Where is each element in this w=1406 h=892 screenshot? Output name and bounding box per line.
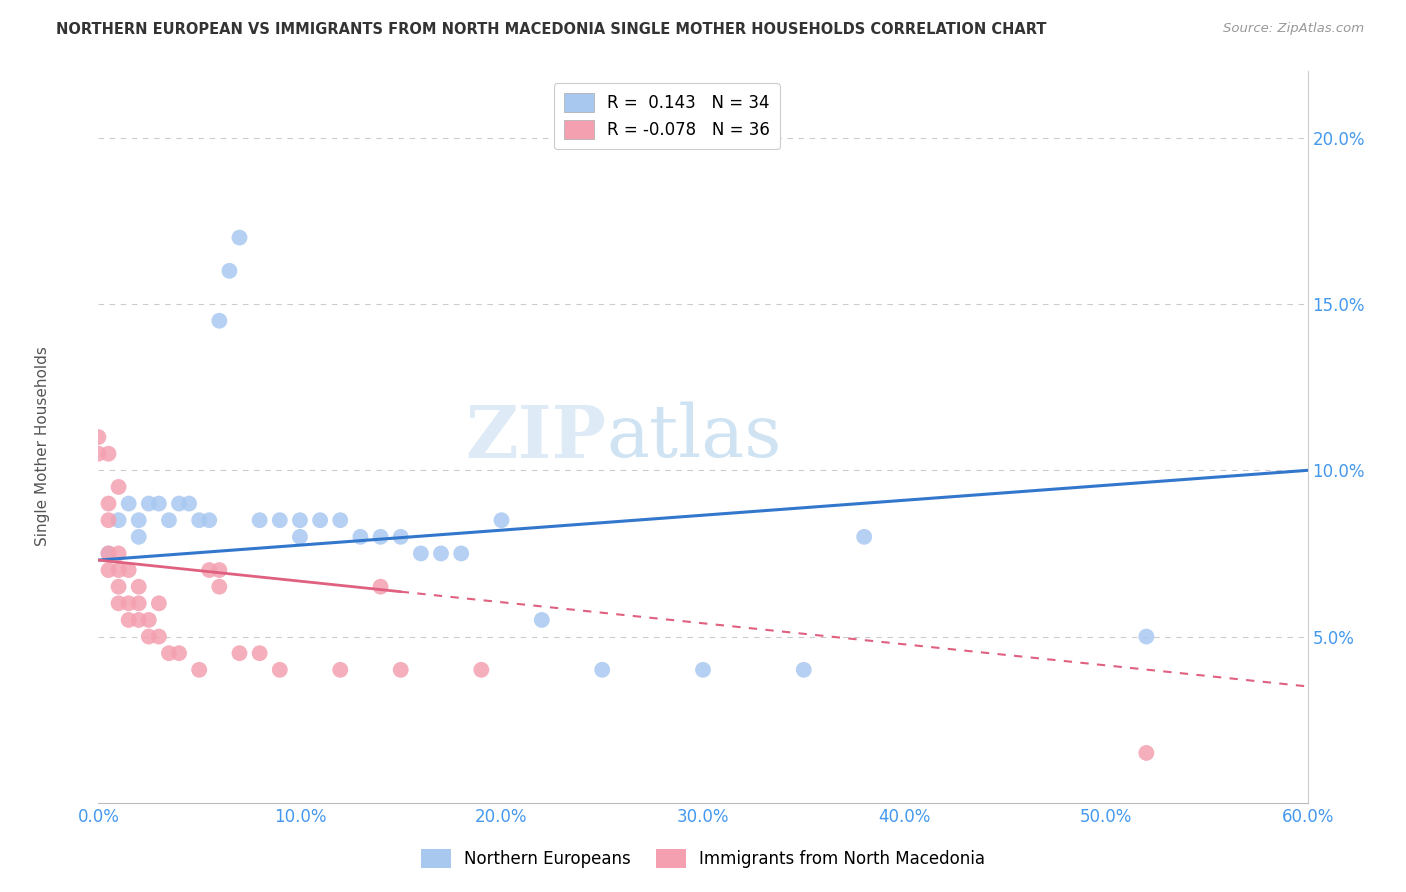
Point <box>430 546 453 560</box>
Point <box>208 563 231 577</box>
Point <box>128 530 150 544</box>
Point <box>107 563 129 577</box>
Point <box>157 513 180 527</box>
Point <box>389 663 412 677</box>
Point <box>179 497 201 511</box>
Point <box>97 447 120 461</box>
Point <box>148 630 170 644</box>
Point <box>269 513 291 527</box>
Point <box>692 663 714 677</box>
Point <box>167 497 190 511</box>
Point <box>288 513 311 527</box>
Point <box>198 513 221 527</box>
Point <box>138 613 160 627</box>
Point <box>118 497 141 511</box>
Text: Source: ZipAtlas.com: Source: ZipAtlas.com <box>1223 22 1364 36</box>
Point <box>107 480 129 494</box>
Point <box>370 580 392 594</box>
Point <box>97 546 120 560</box>
Point <box>128 596 150 610</box>
Point <box>249 646 271 660</box>
Point <box>491 513 513 527</box>
Point <box>157 646 180 660</box>
Point <box>853 530 876 544</box>
Point <box>309 513 332 527</box>
Point <box>288 530 311 544</box>
Point <box>1135 746 1157 760</box>
Point <box>107 596 129 610</box>
Point <box>107 513 129 527</box>
Legend: Northern Europeans, Immigrants from North Macedonia: Northern Europeans, Immigrants from Nort… <box>415 843 991 875</box>
Point <box>148 596 170 610</box>
Point <box>389 530 412 544</box>
Point <box>97 497 120 511</box>
Point <box>97 563 120 577</box>
Point <box>470 663 492 677</box>
Point <box>128 513 150 527</box>
Point <box>450 546 472 560</box>
Point <box>138 497 160 511</box>
Point <box>530 613 553 627</box>
Point <box>249 513 271 527</box>
Text: ZIP: ZIP <box>465 401 606 473</box>
Point <box>118 613 141 627</box>
Point <box>167 646 190 660</box>
Point <box>97 546 120 560</box>
Point <box>118 563 141 577</box>
Point <box>128 613 150 627</box>
Point <box>349 530 371 544</box>
Point <box>128 580 150 594</box>
Point <box>329 663 352 677</box>
Point <box>188 513 211 527</box>
Point <box>370 530 392 544</box>
Point <box>87 430 110 444</box>
Point <box>1135 630 1157 644</box>
Point <box>97 513 120 527</box>
Text: Single Mother Households: Single Mother Households <box>35 346 49 546</box>
Point <box>198 563 221 577</box>
Point <box>138 630 160 644</box>
Point <box>118 596 141 610</box>
Point <box>107 580 129 594</box>
Point <box>87 447 110 461</box>
Point <box>148 497 170 511</box>
Point <box>793 663 815 677</box>
Point <box>409 546 432 560</box>
Point <box>107 546 129 560</box>
Legend: R =  0.143   N = 34, R = -0.078   N = 36: R = 0.143 N = 34, R = -0.078 N = 36 <box>554 83 780 149</box>
Text: NORTHERN EUROPEAN VS IMMIGRANTS FROM NORTH MACEDONIA SINGLE MOTHER HOUSEHOLDS CO: NORTHERN EUROPEAN VS IMMIGRANTS FROM NOR… <box>56 22 1046 37</box>
Point <box>329 513 352 527</box>
Text: atlas: atlas <box>606 401 782 473</box>
Point <box>208 314 231 328</box>
Point <box>228 230 250 244</box>
Point <box>591 663 613 677</box>
Point <box>228 646 250 660</box>
Point <box>218 264 240 278</box>
Point <box>269 663 291 677</box>
Point <box>188 663 211 677</box>
Point <box>208 580 231 594</box>
